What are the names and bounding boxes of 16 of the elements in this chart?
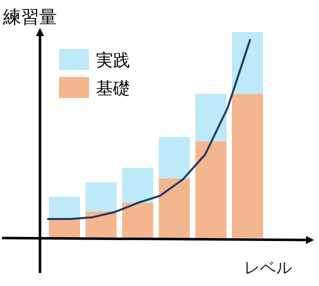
bar	[195, 141, 226, 238]
bar	[232, 94, 264, 238]
legend-label: 基礎	[96, 79, 130, 99]
bar	[232, 32, 264, 94]
bar	[122, 168, 154, 203]
bar	[195, 94, 226, 142]
bar	[158, 137, 190, 178]
y-axis-title: 練習量	[2, 7, 57, 28]
bar	[158, 178, 190, 238]
bar	[48, 196, 80, 220]
legend-label: 実践	[96, 51, 130, 71]
bar	[86, 211, 117, 238]
bar	[86, 182, 117, 212]
bar	[122, 202, 154, 238]
x-axis-title: レベル	[244, 258, 292, 277]
bar	[48, 219, 80, 238]
